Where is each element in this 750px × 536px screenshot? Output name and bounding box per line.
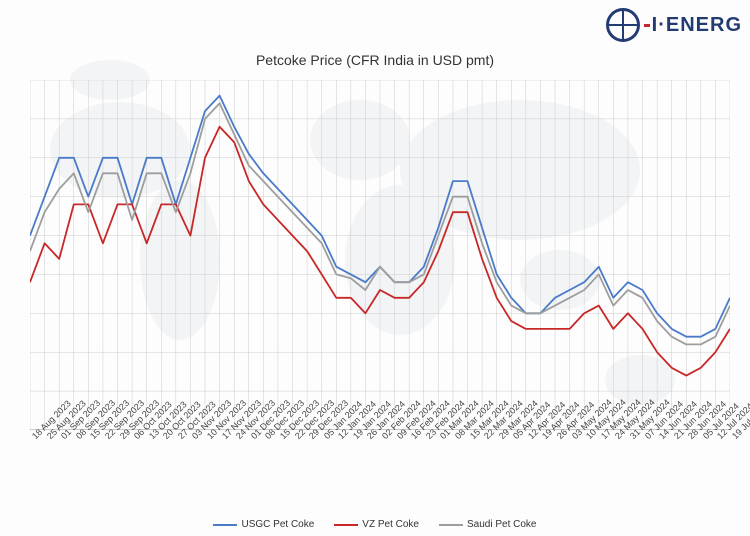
chart-plot [30,80,730,430]
legend-item: Saudi Pet Coke [439,519,537,530]
brand-logo: I·ENERG [606,8,742,42]
legend-label: VZ Pet Coke [362,519,419,530]
logo-dash [644,24,650,27]
legend-item: VZ Pet Coke [334,519,419,530]
logo-text: I·ENERG [652,14,742,37]
x-axis: 18 Aug 202325 Aug 202301 Sep 202308 Sep … [30,430,730,510]
legend-label: Saudi Pet Coke [467,519,537,530]
legend-swatch [213,524,237,526]
legend-item: USGC Pet Coke [213,519,314,530]
legend: USGC Pet Coke VZ Pet Coke Saudi Pet Coke [0,519,750,530]
legend-label: USGC Pet Coke [241,519,314,530]
chart-stage: I·ENERG Petcoke Price (CFR India in USD … [0,0,750,536]
legend-swatch [439,524,463,526]
legend-swatch [334,524,358,526]
chart-title: Petcoke Price (CFR India in USD pmt) [0,52,750,68]
globe-icon [606,8,640,42]
